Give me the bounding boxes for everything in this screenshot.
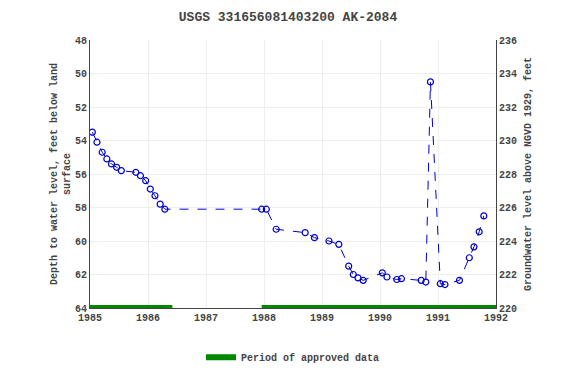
svg-text:1985: 1985 xyxy=(78,313,102,324)
svg-text:236: 236 xyxy=(499,36,517,47)
svg-text:1990: 1990 xyxy=(368,313,392,324)
svg-text:232: 232 xyxy=(499,103,517,114)
svg-text:56: 56 xyxy=(75,170,87,181)
svg-text:1992: 1992 xyxy=(484,313,508,324)
svg-text:222: 222 xyxy=(499,270,517,281)
svg-text:58: 58 xyxy=(75,203,87,214)
svg-text:54: 54 xyxy=(75,136,87,147)
svg-text:1991: 1991 xyxy=(426,313,450,324)
svg-text:1988: 1988 xyxy=(252,313,276,324)
svg-text:Depth to water level, feet bel: Depth to water level, feet below landsur… xyxy=(49,63,73,285)
svg-text:64: 64 xyxy=(75,304,87,315)
svg-text:220: 220 xyxy=(499,304,517,315)
svg-text:52: 52 xyxy=(75,103,87,114)
svg-text:230: 230 xyxy=(499,136,517,147)
svg-text:1987: 1987 xyxy=(194,313,218,324)
svg-text:USGS 331656081403200 AK-2084: USGS 331656081403200 AK-2084 xyxy=(179,10,398,25)
svg-text:228: 228 xyxy=(499,170,517,181)
svg-text:62: 62 xyxy=(75,270,87,281)
svg-text:224: 224 xyxy=(499,237,517,248)
svg-text:Groundwater level above NGVD 1: Groundwater level above NGVD 1929, feet xyxy=(523,57,534,291)
svg-text:1986: 1986 xyxy=(136,313,160,324)
svg-text:226: 226 xyxy=(499,203,517,214)
svg-text:50: 50 xyxy=(75,69,87,80)
svg-text:48: 48 xyxy=(75,36,87,47)
svg-text:Period of approved data: Period of approved data xyxy=(241,353,379,364)
svg-text:234: 234 xyxy=(499,69,517,80)
svg-text:60: 60 xyxy=(75,237,87,248)
svg-text:1989: 1989 xyxy=(310,313,334,324)
